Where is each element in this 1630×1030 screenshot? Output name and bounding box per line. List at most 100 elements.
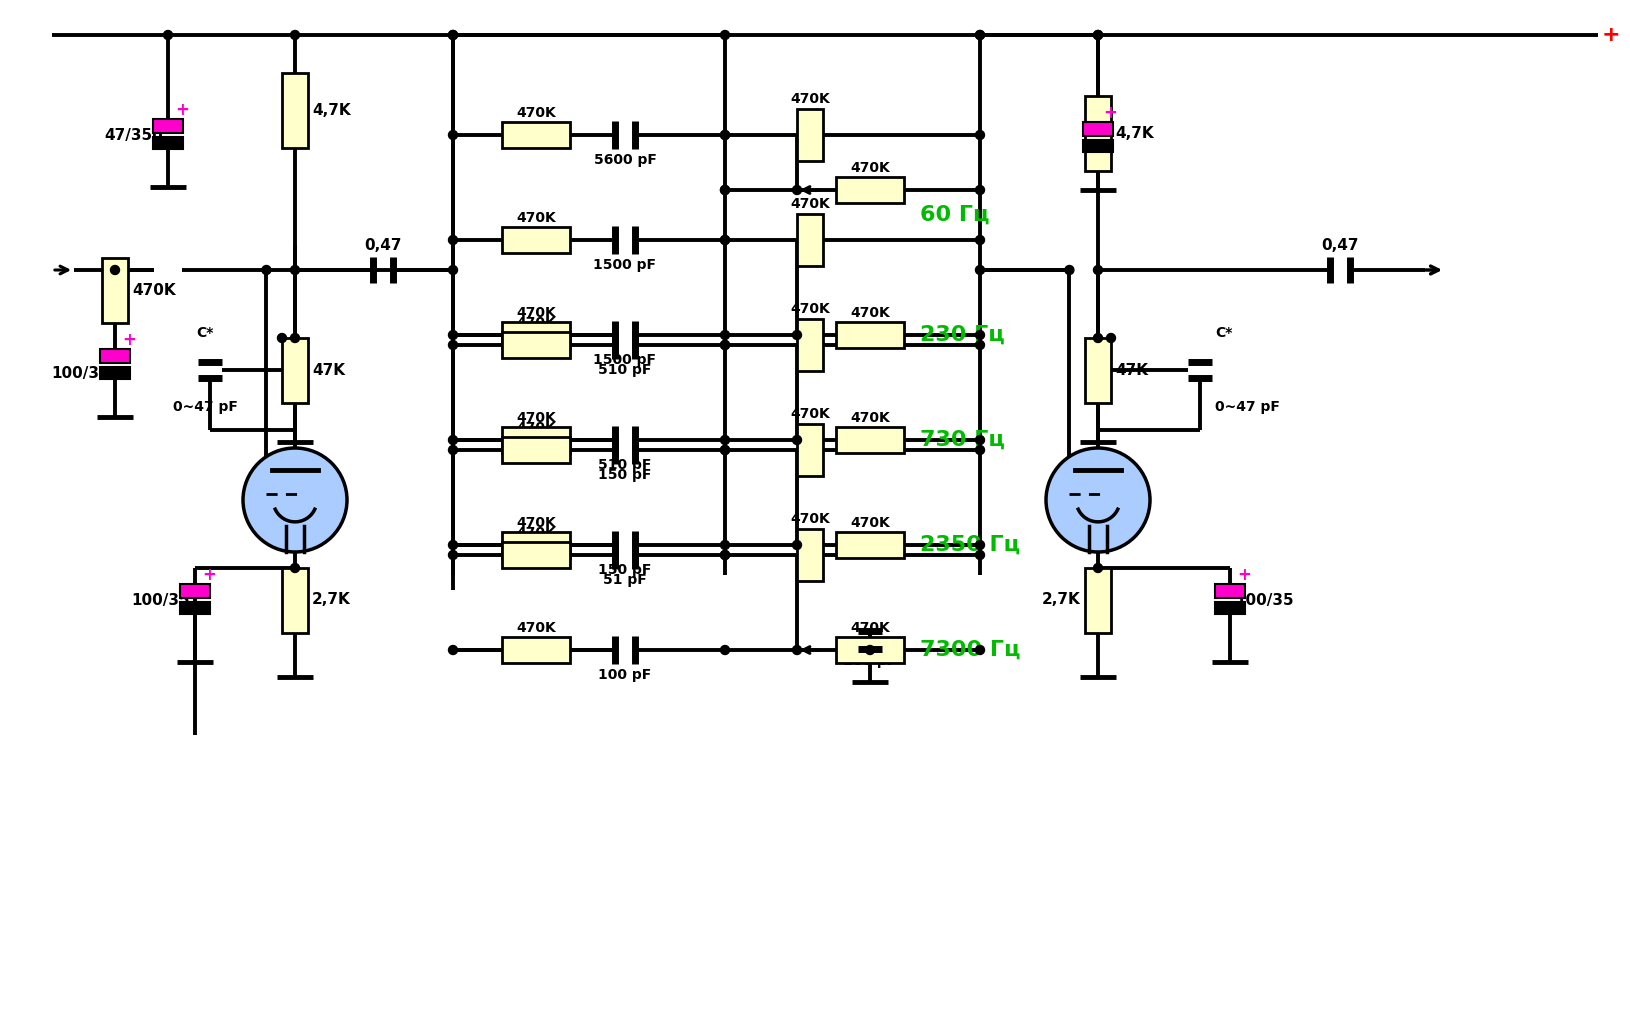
Circle shape — [1092, 334, 1102, 343]
Bar — [153, 137, 183, 149]
Text: 100 pF: 100 pF — [598, 668, 652, 682]
Bar — [153, 119, 183, 133]
Text: C*: C* — [196, 327, 214, 340]
Circle shape — [1045, 448, 1149, 552]
Bar — [1084, 338, 1110, 403]
Text: 47K: 47K — [1115, 363, 1148, 378]
Circle shape — [975, 266, 985, 275]
Text: 47K: 47K — [311, 363, 346, 378]
Text: 230 Гц: 230 Гц — [919, 325, 1004, 345]
Circle shape — [448, 236, 458, 244]
Text: 510 pF: 510 pF — [598, 363, 652, 377]
Bar — [1082, 140, 1112, 152]
Bar — [797, 214, 823, 266]
Text: 0~47 pF: 0~47 pF — [1214, 400, 1280, 414]
Text: 470K: 470K — [789, 197, 830, 211]
Text: 0,47: 0,47 — [363, 238, 401, 253]
Text: 470K: 470K — [849, 621, 890, 636]
Circle shape — [975, 131, 985, 139]
Text: 100/35: 100/35 — [132, 592, 189, 608]
Circle shape — [975, 236, 985, 244]
Bar — [797, 529, 823, 581]
Text: +: + — [174, 101, 189, 119]
Circle shape — [975, 436, 985, 445]
Text: 100 pF: 100 pF — [843, 654, 897, 668]
Circle shape — [1064, 266, 1073, 275]
Bar — [502, 637, 569, 663]
Circle shape — [975, 31, 985, 39]
Circle shape — [1092, 31, 1102, 39]
Bar — [797, 109, 823, 161]
Text: 470K: 470K — [789, 512, 830, 526]
Text: 470K: 470K — [515, 316, 556, 330]
Text: +: + — [1236, 566, 1250, 584]
Bar — [99, 349, 130, 363]
Text: +: + — [1102, 104, 1117, 122]
Text: 4,7K: 4,7K — [1115, 126, 1152, 140]
Circle shape — [975, 331, 985, 340]
Text: +: + — [1601, 25, 1620, 45]
Circle shape — [262, 266, 271, 275]
Circle shape — [720, 185, 729, 195]
Circle shape — [975, 550, 985, 559]
Bar — [103, 258, 127, 322]
Circle shape — [1092, 563, 1102, 573]
Text: 2,7K: 2,7K — [311, 592, 350, 608]
Circle shape — [448, 446, 458, 454]
Bar — [502, 427, 569, 453]
Circle shape — [975, 541, 985, 549]
Circle shape — [720, 185, 729, 195]
Bar — [502, 122, 569, 148]
Circle shape — [290, 266, 300, 275]
Circle shape — [975, 446, 985, 454]
Text: 51 pF: 51 pF — [603, 573, 647, 587]
Bar — [836, 427, 903, 453]
Text: 470K: 470K — [132, 282, 176, 298]
Text: 1500 pF: 1500 pF — [593, 353, 657, 367]
Bar — [836, 533, 903, 558]
Text: 470K: 470K — [789, 302, 830, 316]
Text: 150 pF: 150 pF — [598, 468, 652, 482]
Circle shape — [720, 541, 729, 549]
Circle shape — [111, 266, 119, 275]
Circle shape — [720, 550, 729, 559]
Text: 47/350: 47/350 — [104, 128, 163, 142]
Circle shape — [448, 31, 458, 39]
Bar — [282, 72, 308, 147]
Circle shape — [448, 331, 458, 340]
Circle shape — [290, 563, 300, 573]
Circle shape — [866, 646, 874, 654]
Text: 470K: 470K — [849, 306, 890, 320]
Text: 100/35: 100/35 — [1234, 592, 1293, 608]
Circle shape — [792, 185, 800, 195]
Circle shape — [975, 341, 985, 349]
Bar — [282, 338, 308, 403]
Circle shape — [792, 541, 800, 549]
Text: 470K: 470K — [515, 106, 556, 121]
Text: 5600 pF: 5600 pF — [593, 153, 655, 167]
Text: 470K: 470K — [789, 407, 830, 421]
Text: 470K: 470K — [515, 526, 556, 540]
Text: 730 Гц: 730 Гц — [919, 430, 1004, 450]
Circle shape — [792, 436, 800, 445]
Circle shape — [720, 550, 729, 559]
Circle shape — [448, 131, 458, 139]
Circle shape — [720, 236, 729, 244]
Text: 7300 Гц: 7300 Гц — [919, 640, 1020, 660]
Circle shape — [792, 646, 800, 654]
Circle shape — [975, 185, 985, 195]
Circle shape — [1105, 334, 1115, 343]
Bar — [1214, 602, 1244, 614]
Text: 470K: 470K — [849, 516, 890, 530]
Circle shape — [448, 436, 458, 445]
Bar — [179, 584, 210, 598]
Circle shape — [720, 341, 729, 349]
Text: 0,47: 0,47 — [1320, 238, 1358, 253]
Circle shape — [1092, 266, 1102, 275]
Circle shape — [448, 550, 458, 559]
Text: 470K: 470K — [515, 516, 556, 530]
Text: 470K: 470K — [849, 411, 890, 425]
Circle shape — [720, 446, 729, 454]
Bar — [502, 332, 569, 358]
Text: 470K: 470K — [515, 306, 556, 320]
